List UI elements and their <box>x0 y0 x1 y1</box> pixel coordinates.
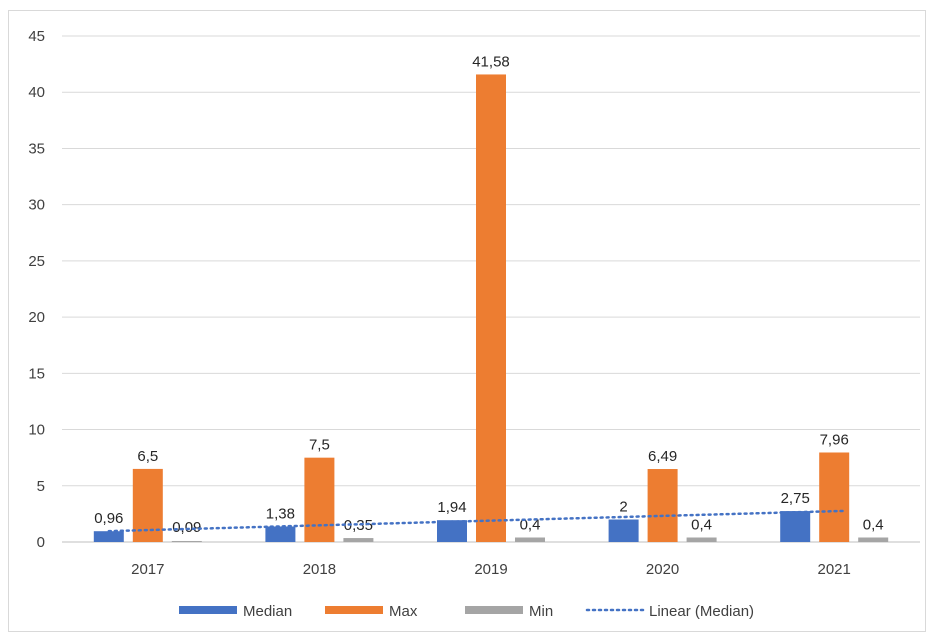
data-label: 0,96 <box>94 510 123 527</box>
data-label: 2,75 <box>781 490 810 507</box>
x-tick-label: 2018 <box>303 561 336 578</box>
y-tick-label: 10 <box>28 422 45 439</box>
bar-min <box>515 537 545 542</box>
trendline-linear-median <box>107 509 845 533</box>
data-label: 6,49 <box>648 448 677 465</box>
bar-max <box>476 74 506 543</box>
legend-swatch-min <box>465 606 523 614</box>
data-label: 7,5 <box>309 437 330 454</box>
data-label: 0,4 <box>691 517 712 534</box>
bar-min <box>343 538 374 542</box>
y-tick-label: 20 <box>28 309 45 326</box>
bar-max <box>132 468 163 542</box>
x-tick-label: 2019 <box>474 561 507 578</box>
bar-median <box>608 519 639 542</box>
data-label: 7,96 <box>820 431 849 448</box>
data-label: 1,38 <box>266 505 295 522</box>
y-tick-label: 30 <box>28 197 45 214</box>
data-label: 0,09 <box>172 519 201 536</box>
bar-max <box>647 469 678 542</box>
data-label: 0,4 <box>863 517 884 534</box>
x-tick-label: 2017 <box>131 561 164 578</box>
y-tick-label: 40 <box>28 84 45 101</box>
y-tick-label: 25 <box>28 253 45 270</box>
bar-median <box>437 520 467 542</box>
x-tick-label: 2020 <box>646 561 679 578</box>
data-label: 2 <box>619 499 627 516</box>
bar-min <box>686 537 717 542</box>
bar-median <box>93 531 124 542</box>
bar-max <box>304 457 335 542</box>
legend-label: Linear (Median) <box>649 603 754 620</box>
bar-max <box>819 452 850 542</box>
data-label: 0,35 <box>344 517 373 534</box>
y-tick-label: 45 <box>28 28 45 45</box>
y-tick-label: 15 <box>28 365 45 382</box>
bar-median <box>780 511 811 542</box>
data-label: 6,5 <box>137 448 158 465</box>
y-tick-label: 0 <box>37 534 45 551</box>
y-tick-label: 35 <box>28 140 45 157</box>
legend-label: Min <box>529 603 553 620</box>
data-label: 1,94 <box>437 499 466 516</box>
legend-swatch-median <box>179 606 237 614</box>
bar-min <box>171 540 202 542</box>
legend-label: Max <box>389 603 418 620</box>
legend-label: Median <box>243 603 292 620</box>
bar-median <box>265 526 296 542</box>
y-tick-label: 5 <box>37 478 45 495</box>
legend-swatch-max <box>325 606 383 614</box>
bar-min <box>858 537 889 542</box>
x-tick-label: 2021 <box>818 561 851 578</box>
data-label: 41,58 <box>472 53 510 70</box>
